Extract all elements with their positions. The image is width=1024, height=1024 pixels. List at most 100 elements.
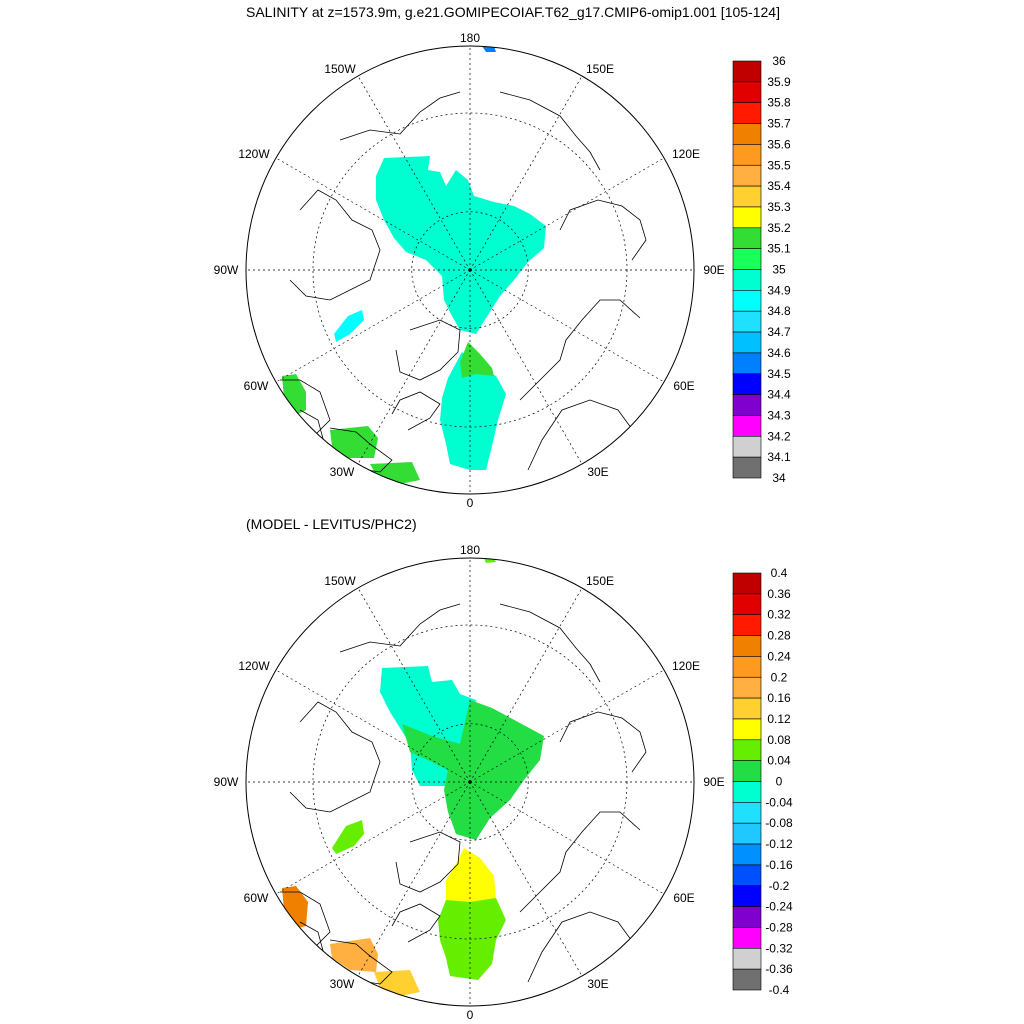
colorbar-swatch: [732, 572, 762, 595]
colorbar-swatch: [732, 760, 762, 782]
latitude-circle: [312, 624, 628, 940]
longitude-label: 150E: [586, 574, 614, 588]
colorbar-swatch: [732, 394, 762, 416]
colorbar-label: -0.24: [765, 900, 793, 914]
colorbar-label: 34: [772, 471, 786, 485]
meridian-line: [469, 157, 665, 271]
colorbar-label: -0.2: [769, 879, 790, 893]
coastline: [519, 811, 641, 913]
colorbar-swatch: [732, 373, 762, 395]
colorbar-swatch: [732, 947, 762, 970]
region-central-arctic: [376, 156, 546, 334]
longitude-label: 30E: [587, 977, 608, 991]
longitude-label: 60E: [673, 891, 694, 905]
colorbar-swatch: [732, 269, 762, 291]
region-labrador-sea-orange: [282, 886, 308, 928]
coastline: [527, 911, 661, 983]
colorbar-swatch: [732, 718, 762, 741]
meridian-line: [357, 781, 471, 977]
longitude-label: 60W: [244, 891, 269, 905]
colorbar-swatch: [732, 185, 762, 208]
colorbar-label: 36: [772, 54, 786, 68]
colorbar-label: 0.2: [771, 670, 788, 684]
colorbar-label: -0.4: [769, 983, 790, 997]
colorbar-label: -0.04: [765, 795, 793, 809]
longitude-label: 0: [467, 496, 474, 510]
colorbar-swatch: [732, 456, 762, 479]
longitude-label: 90W: [214, 775, 239, 789]
longitude-label: 150W: [324, 62, 356, 76]
colorbar-label: 34.2: [767, 429, 791, 443]
meridian-line: [469, 269, 583, 465]
map-boundary: [245, 557, 695, 1007]
colorbar-swatch: [732, 739, 762, 761]
colorbar-swatch: [732, 864, 762, 887]
colorbar-swatch: [732, 435, 762, 458]
region-baffin-bay: [334, 310, 364, 342]
coastline: [299, 921, 393, 985]
colorbar-label: -0.28: [765, 920, 793, 934]
meridian-line: [275, 669, 471, 783]
colorbar-swatch: [732, 206, 762, 229]
meridian-line: [275, 269, 471, 383]
coastline: [289, 189, 381, 301]
longitude-label: 0: [467, 1008, 474, 1022]
colorbar-label: 0.24: [767, 649, 791, 663]
colorbar-swatch: [732, 843, 762, 866]
coastline: [299, 409, 393, 473]
meridian-line: [469, 269, 665, 383]
colorbar-label: 35.6: [767, 137, 791, 151]
colorbar-swatch: [732, 331, 762, 354]
colorbar-label: 0: [776, 775, 783, 789]
meridian-line: [275, 781, 471, 895]
meridian-line: [275, 157, 471, 271]
colorbar-swatch: [732, 60, 762, 83]
coastline: [339, 91, 461, 141]
colorbar-label: 35.9: [767, 75, 791, 89]
region-labrador-sea: [282, 374, 306, 414]
colorbar-swatch: [732, 822, 762, 845]
colorbar-label: 35.8: [767, 96, 791, 110]
longitude-label: 60W: [244, 379, 269, 393]
colorbar-label: 35.1: [767, 242, 791, 256]
coastline: [395, 831, 461, 893]
colorbar-swatch: [732, 290, 762, 312]
longitude-label: 90E: [703, 775, 724, 789]
colorbar-swatch: [732, 614, 762, 636]
colorbar-swatch: [732, 164, 762, 187]
colorbar-swatch: [732, 310, 762, 333]
colorbar-label: -0.08: [765, 816, 793, 830]
meridian-line: [469, 781, 583, 977]
meridian-line: [469, 781, 665, 895]
colorbar-2: 0.4 0.36 0.32 0.28 0.24 0.2 0.16 0.12 0.08 0.04 0 -…: [732, 566, 793, 997]
panel-2-title: (MODEL - LEVITUS/PHC2): [246, 516, 417, 532]
colorbar-swatch: [732, 802, 762, 824]
longitude-label: 120W: [238, 659, 270, 673]
colorbar-label: 34.6: [767, 346, 791, 360]
colorbar-label: 35.5: [767, 158, 791, 172]
colorbar-swatch: [732, 676, 762, 699]
colorbar-label: -0.16: [765, 858, 793, 872]
colorbar-label: 34.8: [767, 304, 791, 318]
colorbar-swatch: [732, 968, 762, 991]
colorbar-label: 34.4: [767, 388, 791, 402]
region-north-atlantic-orange: [330, 938, 378, 972]
colorbar-label: 0.32: [767, 608, 791, 622]
colorbar-swatch: [732, 248, 762, 270]
coastline: [339, 603, 461, 653]
colorbar-swatch: [732, 697, 762, 720]
longitude-label: 120E: [672, 659, 700, 673]
map-boundary: [245, 45, 695, 495]
colorbar-label: 34.3: [767, 408, 791, 422]
latitude-circle: [411, 211, 529, 329]
longitude-label: 90E: [703, 263, 724, 277]
colorbar-label: 35.2: [767, 221, 791, 235]
colorbar-label: 0.04: [767, 754, 791, 768]
longitude-label: 180: [460, 543, 480, 557]
colorbar-label: 0.4: [771, 566, 788, 580]
colorbar-swatch: [732, 144, 762, 166]
colorbar-swatch: [732, 102, 762, 124]
colorbar-label: -0.32: [765, 941, 793, 955]
colorbar-label: -0.36: [765, 962, 793, 976]
